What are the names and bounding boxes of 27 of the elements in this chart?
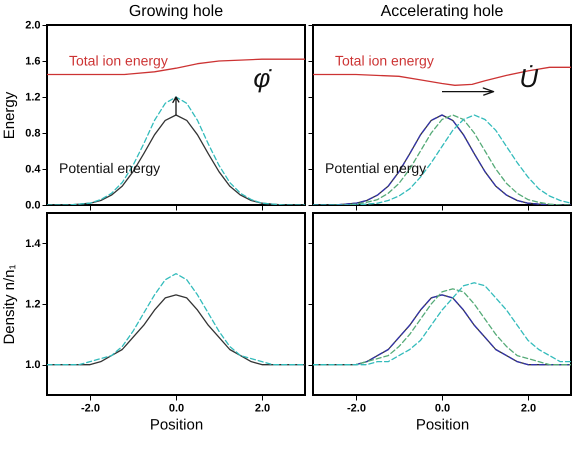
y-tick-label: 1.2 <box>25 92 40 104</box>
x-tick-label: 2.0 <box>520 402 536 414</box>
y-tick-label: 0.0 <box>25 200 40 212</box>
y-tick-label: 1.6 <box>25 56 40 68</box>
x-tick-label: 2.0 <box>254 402 270 414</box>
annotation: U̇ <box>519 63 538 93</box>
y-axis-title: Density n/n₁ <box>1 264 18 345</box>
chart-title: Accelerating hole <box>380 3 504 20</box>
x-tick-label: 0.0 <box>168 402 184 414</box>
x-tick-label: -2.0 <box>81 402 100 414</box>
x-axis-title: Position <box>150 416 204 434</box>
x-tick-label: -2.0 <box>347 402 366 414</box>
y-tick-label: 0.4 <box>25 164 42 176</box>
chart-title: Growing hole <box>128 3 224 20</box>
x-axis-title: Position <box>416 416 470 434</box>
series-label: Total ion energy <box>335 52 434 68</box>
y-tick-label: 1.2 <box>25 298 40 310</box>
y-tick-label: 0.8 <box>25 128 40 140</box>
y-axis-title: Energy <box>1 91 18 140</box>
y-tick-label: 1.4 <box>25 238 42 250</box>
y-tick-label: 1.0 <box>25 359 40 372</box>
series-label: Total ion energy <box>69 52 168 68</box>
y-tick-label: 2.0 <box>25 20 40 32</box>
line-series <box>47 96 305 205</box>
line-series <box>47 273 305 366</box>
annotation: φ̇ <box>253 63 272 93</box>
x-tick-label: 0.0 <box>434 402 450 414</box>
